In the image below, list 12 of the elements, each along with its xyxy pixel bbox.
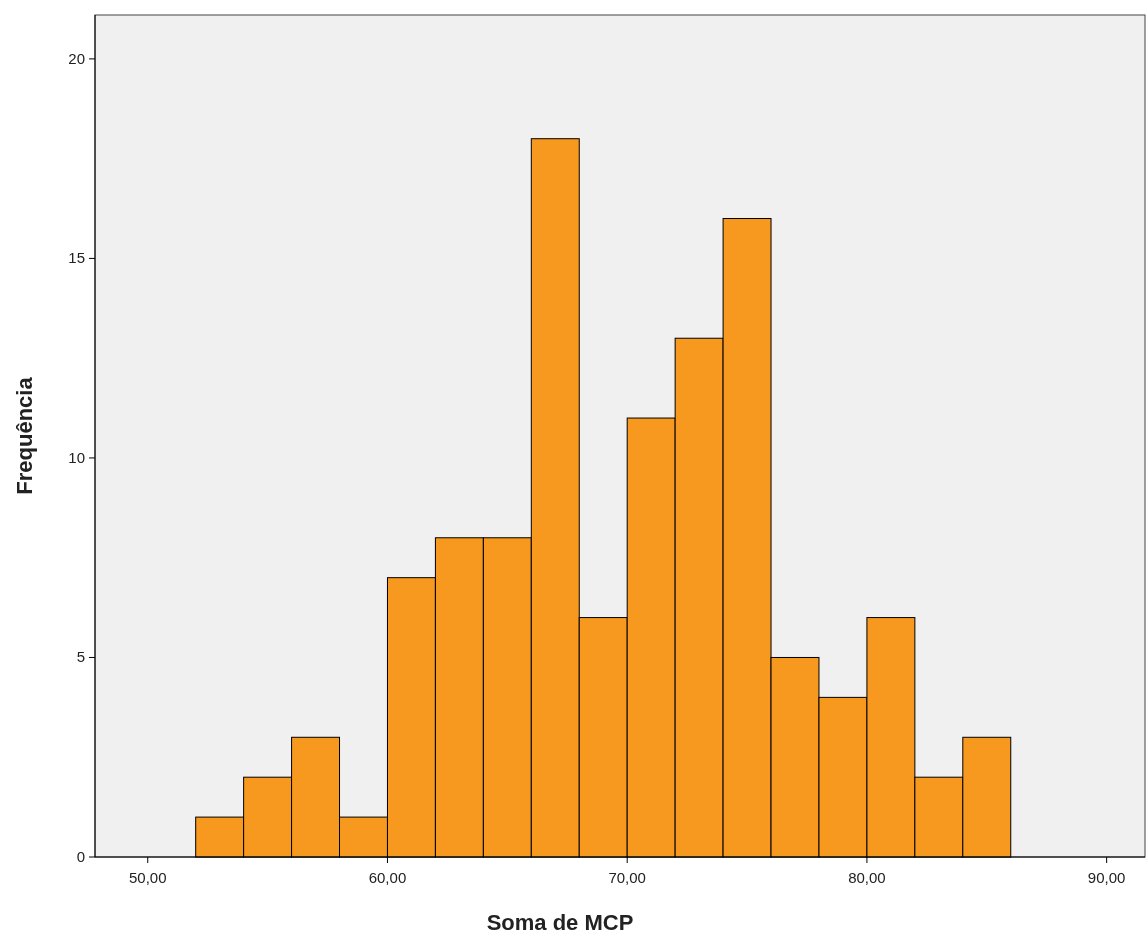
x-tick-label: 60,00 bbox=[368, 869, 407, 886]
x-tick-label: 70,00 bbox=[608, 869, 646, 886]
y-tick-label: 0 bbox=[76, 848, 85, 865]
x-tick-label: 90,00 bbox=[1087, 869, 1126, 886]
x-axis-title: Soma de MCP bbox=[486, 910, 634, 935]
y-tick-label: 20 bbox=[68, 49, 85, 67]
y-axis-title: Frequência bbox=[12, 376, 37, 495]
x-tick-label: 50,00 bbox=[128, 869, 167, 886]
y-tick-label: 10 bbox=[68, 448, 85, 466]
y-tick-label: 5 bbox=[76, 648, 85, 666]
y-tick-label: 15 bbox=[68, 249, 85, 267]
x-tick-label: 80,00 bbox=[848, 869, 886, 886]
